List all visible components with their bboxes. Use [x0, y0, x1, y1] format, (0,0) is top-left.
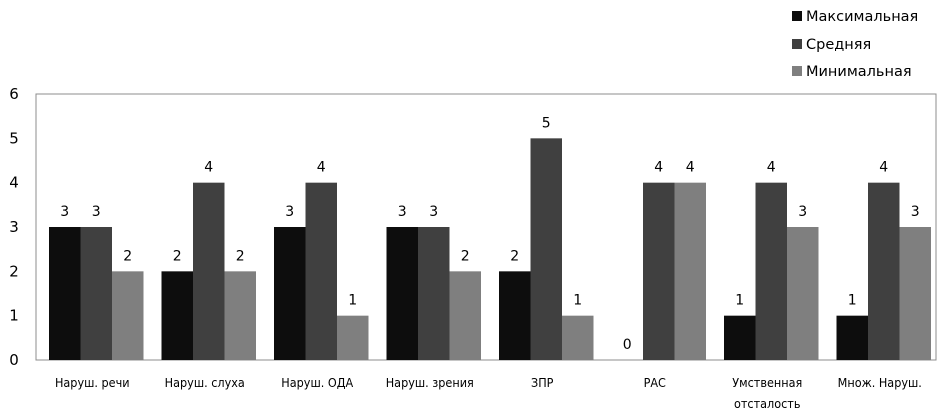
- bar: [386, 227, 418, 360]
- y-tick-label: 1: [9, 307, 19, 325]
- x-category-label: Наруш. зрения: [386, 375, 474, 390]
- data-label: 2: [461, 248, 470, 264]
- legend-label: Средняя: [806, 37, 871, 53]
- x-axis-labels: Наруш. речи Наруш. слуха Наруш. ОДА Наруш. …: [55, 375, 922, 411]
- data-label: 3: [92, 204, 101, 220]
- x-category-label: Умственная: [732, 375, 802, 390]
- x-category-label: отсталость: [734, 396, 800, 411]
- bar: [755, 182, 787, 360]
- x-category-label: Наруш. слуха: [165, 375, 245, 390]
- data-label: 5: [542, 115, 551, 131]
- data-label: 3: [911, 204, 920, 220]
- bar: [337, 315, 369, 360]
- data-label: 3: [798, 204, 807, 220]
- bar: [49, 227, 81, 360]
- legend: Максимальная Средняя Минимальная: [792, 9, 918, 80]
- data-label: 0: [623, 337, 632, 353]
- bar: [449, 271, 481, 360]
- bar: [418, 227, 450, 360]
- legend-swatch: [792, 39, 802, 49]
- data-label: 4: [317, 160, 326, 176]
- y-tick-label: 6: [9, 85, 19, 103]
- bar: [161, 271, 193, 360]
- bar: [274, 227, 306, 360]
- data-label: 4: [654, 160, 663, 176]
- data-labels: 3 3 2 2 4 2 3 4 1 3 3 2 2 5 1 0 4 4 1 4 3 1 4 3: [60, 115, 919, 353]
- x-category-label: РАС: [644, 375, 666, 390]
- data-label: 1: [848, 293, 857, 309]
- y-tick-label: 4: [9, 174, 19, 192]
- bar: [530, 138, 562, 360]
- data-label: 2: [510, 248, 519, 264]
- bar: [787, 227, 819, 360]
- bar: [836, 315, 868, 360]
- x-category-label: ЗПР: [531, 375, 554, 390]
- bars-group: [49, 138, 931, 360]
- data-label: 4: [204, 160, 213, 176]
- y-axis-labels: 0 1 2 3 4 5 6: [9, 85, 19, 369]
- legend-swatch: [792, 11, 802, 21]
- bar: [305, 182, 337, 360]
- data-label: 4: [879, 160, 888, 176]
- data-label: 3: [60, 204, 69, 220]
- legend-swatch: [792, 66, 802, 76]
- bar: [674, 182, 706, 360]
- legend-label: Минимальная: [806, 64, 912, 80]
- x-category-label: Наруш. речи: [55, 375, 130, 390]
- bar: [899, 227, 931, 360]
- data-label: 2: [236, 248, 245, 264]
- bar: [80, 227, 112, 360]
- data-label: 3: [429, 204, 438, 220]
- x-category-label: Наруш. ОДА: [281, 375, 353, 390]
- bar: [193, 182, 225, 360]
- bar: [499, 271, 531, 360]
- y-tick-label: 2: [9, 262, 19, 280]
- data-label: 1: [348, 293, 357, 309]
- data-label: 3: [285, 204, 294, 220]
- data-label: 1: [573, 293, 582, 309]
- data-label: 1: [735, 293, 744, 309]
- data-label: 3: [398, 204, 407, 220]
- y-tick-label: 3: [9, 218, 19, 236]
- data-label: 4: [686, 160, 695, 176]
- bar: [562, 315, 594, 360]
- legend-label: Максимальная: [806, 9, 918, 25]
- data-label: 2: [123, 248, 132, 264]
- bar: [112, 271, 144, 360]
- bar: [868, 182, 900, 360]
- bar: [643, 182, 675, 360]
- bar: [224, 271, 256, 360]
- data-label: 2: [173, 248, 182, 264]
- bar: [724, 315, 756, 360]
- y-tick-label: 5: [9, 129, 19, 147]
- data-label: 4: [767, 160, 776, 176]
- y-tick-label: 0: [9, 351, 19, 369]
- x-category-label: Множ. Наруш.: [838, 375, 922, 390]
